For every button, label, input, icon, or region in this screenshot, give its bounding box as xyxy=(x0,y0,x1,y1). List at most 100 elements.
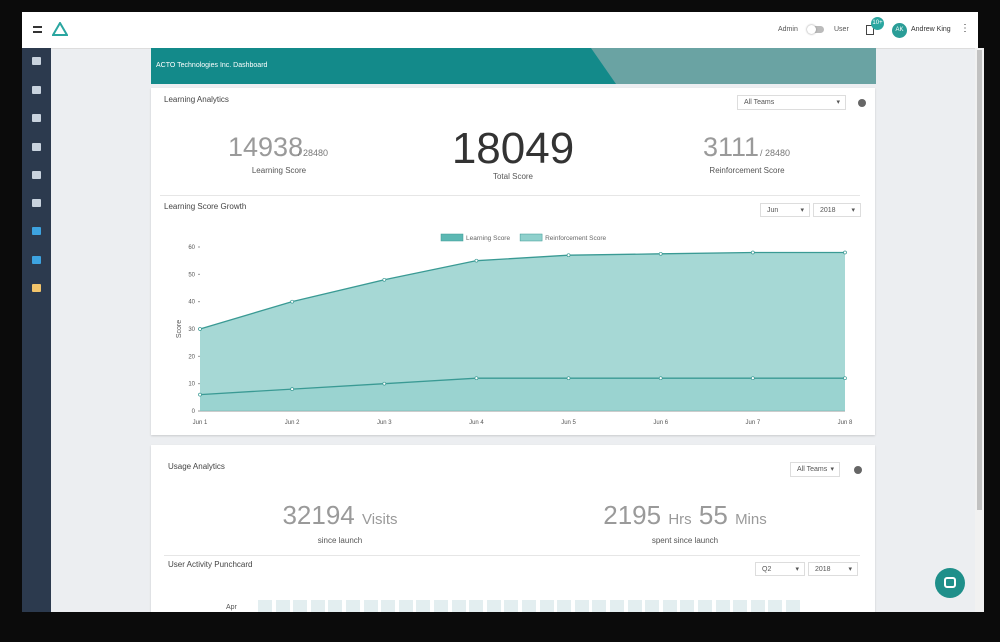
punch-cell xyxy=(662,600,677,612)
punch-cell xyxy=(486,600,501,612)
quarter-select[interactable]: Q2 xyxy=(755,562,805,576)
time-spent: 2195 Hrs 55 Mins xyxy=(570,500,800,531)
info-icon[interactable] xyxy=(854,466,862,474)
punch-cell xyxy=(715,600,730,612)
reinforcement-score: 3111 xyxy=(703,132,760,162)
y-tick-label: 0 xyxy=(192,409,196,415)
user-label: User xyxy=(834,26,849,33)
y-tick-label: 50 xyxy=(188,272,195,278)
x-tick-label: Jun 8 xyxy=(838,420,853,426)
punchcard-title: User Activity Punchcard xyxy=(168,560,253,569)
learning-score: 14938 xyxy=(228,132,304,162)
point xyxy=(382,381,387,386)
legend-swatch xyxy=(440,233,464,242)
point xyxy=(658,376,663,381)
nav-icon[interactable] xyxy=(32,143,41,151)
x-tick-label: Jun 2 xyxy=(285,420,300,426)
avatar[interactable]: AK xyxy=(892,23,907,38)
nav-icon[interactable] xyxy=(32,227,41,235)
x-tick-label: Jun 7 xyxy=(746,420,761,426)
calendar-icon[interactable] xyxy=(866,25,874,35)
logo xyxy=(52,22,68,36)
point xyxy=(566,376,571,381)
point xyxy=(290,387,294,391)
role-toggle[interactable] xyxy=(807,25,824,34)
visits-value: 32194 xyxy=(282,500,355,530)
punch-cell xyxy=(504,600,519,612)
sidebar xyxy=(22,48,51,612)
punch-cell xyxy=(522,600,536,612)
year-select[interactable]: 2018 xyxy=(808,562,858,576)
point xyxy=(474,376,479,381)
year-select[interactable]: 2018 xyxy=(813,203,861,217)
nav-icon[interactable] xyxy=(32,86,41,94)
visits-unit: Visits xyxy=(361,511,398,528)
punch-cell xyxy=(258,600,272,612)
nav-icon[interactable] xyxy=(32,284,41,292)
point xyxy=(382,277,387,282)
point xyxy=(198,392,202,397)
punch-cell xyxy=(733,600,748,612)
punch-cell xyxy=(592,600,607,612)
team-select[interactable]: All Teams xyxy=(737,95,846,110)
x-tick-label: Jun 4 xyxy=(469,420,484,426)
point xyxy=(474,258,479,263)
banner xyxy=(151,48,876,84)
scrollbar[interactable] xyxy=(975,48,984,612)
punch-cell xyxy=(750,600,765,612)
nav-icon[interactable] xyxy=(32,114,41,122)
punch-cell xyxy=(574,600,589,612)
x-tick-label: Jun 5 xyxy=(561,420,576,426)
learning-total: / 28480 xyxy=(298,148,329,158)
learning-score-label: Learning Score xyxy=(251,166,307,175)
reinforcement-score-label: Reinforcement Score xyxy=(709,166,785,175)
nav-icon[interactable] xyxy=(32,199,41,207)
punchcard-row xyxy=(258,600,803,612)
point xyxy=(751,250,755,255)
line xyxy=(199,377,845,396)
team-select[interactable]: All Teams xyxy=(790,462,840,477)
divider xyxy=(160,195,860,196)
y-axis-label: Score xyxy=(176,320,183,338)
admin-label: Admin xyxy=(778,26,798,33)
x-tick-label: Jun 1 xyxy=(193,420,208,426)
point xyxy=(658,251,663,256)
legend-label: Learning Score xyxy=(466,235,510,242)
punch-cell xyxy=(363,600,378,612)
punch-cell xyxy=(328,600,343,612)
nav-icon[interactable] xyxy=(32,256,41,264)
menu-button[interactable] xyxy=(33,26,42,33)
area xyxy=(200,378,845,411)
chat-button[interactable] xyxy=(935,568,965,598)
punch-cell xyxy=(398,600,413,612)
minutes-value: 55 xyxy=(698,500,728,530)
punch-cell xyxy=(768,600,783,612)
bezel xyxy=(0,612,1000,642)
y-tick-label: 10 xyxy=(188,382,195,388)
nav-icon[interactable] xyxy=(32,57,41,65)
info-icon[interactable] xyxy=(858,99,866,107)
row-label: Apr xyxy=(226,604,237,611)
more-button[interactable]: ⋮ xyxy=(960,23,970,34)
month-select[interactable]: Jun xyxy=(760,203,810,217)
section-title: Learning Analytics xyxy=(164,95,229,104)
point xyxy=(843,250,847,255)
point xyxy=(290,299,294,304)
chart-title: Learning Score Growth xyxy=(164,202,247,211)
total-score-label: Total Score xyxy=(492,172,534,181)
point xyxy=(843,376,847,381)
area xyxy=(200,252,845,411)
user-name[interactable]: Andrew King xyxy=(911,26,951,33)
nav-icon[interactable] xyxy=(32,171,41,179)
usage-card xyxy=(151,445,875,625)
punch-cell xyxy=(557,600,572,612)
punch-cell xyxy=(416,600,431,612)
punch-cell xyxy=(293,600,308,612)
y-tick-label: 60 xyxy=(188,245,195,251)
y-tick-label: 40 xyxy=(188,300,195,306)
x-tick-label: Jun 3 xyxy=(377,420,392,426)
hours-value: 2195 xyxy=(603,500,662,530)
hours-unit: Hrs xyxy=(668,511,692,528)
y-tick-label: 30 xyxy=(188,327,195,333)
punch-cell xyxy=(451,600,466,612)
